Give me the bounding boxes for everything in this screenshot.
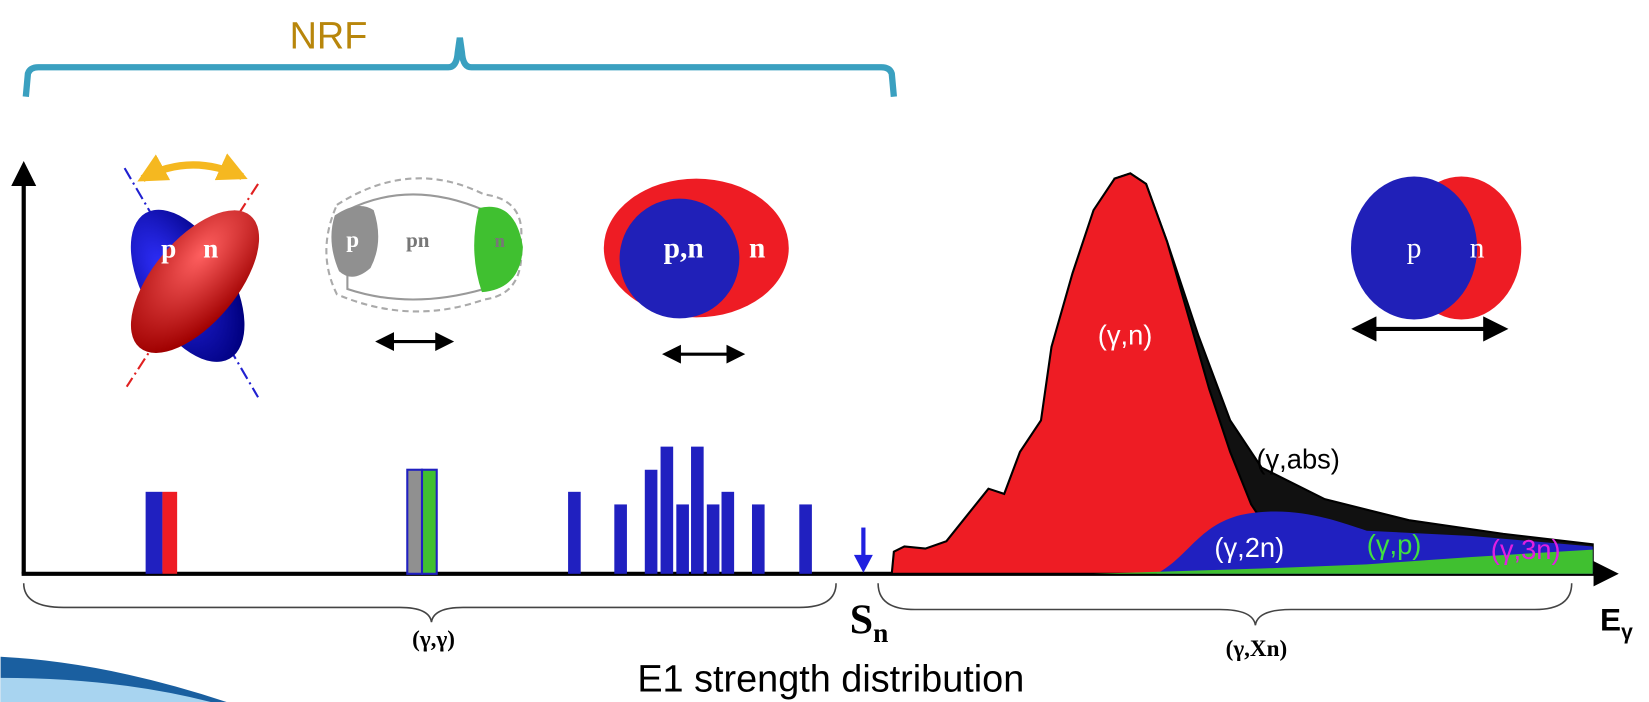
gn-area	[890, 172, 1326, 575]
region-label: (γ,γ)	[412, 625, 455, 651]
line-bar	[614, 504, 627, 574]
label: p	[161, 233, 176, 263]
label: p,n	[664, 232, 704, 264]
channel-label: (γ,abs)	[1256, 444, 1339, 475]
nrf-brace	[22, 37, 897, 97]
line-bar	[162, 491, 178, 574]
line-bar	[676, 504, 689, 574]
discrete-lines	[145, 446, 812, 575]
core-shape	[619, 198, 740, 319]
outline	[325, 177, 523, 313]
line-bar	[145, 491, 163, 574]
gp-area	[1093, 549, 1593, 574]
label: p	[1407, 232, 1422, 264]
neutron-skin	[474, 206, 523, 293]
decoration	[0, 677, 211, 702]
line-bar	[799, 504, 812, 574]
rotation-arrow	[137, 153, 248, 182]
channel-label: (γ,3n)	[1491, 534, 1561, 565]
label: p	[346, 226, 359, 252]
threshold-label: Sn	[850, 598, 889, 648]
caption: E1 strength distribution	[637, 658, 1024, 700]
line-bar	[691, 446, 704, 574]
axis-label: Eγ	[1600, 602, 1633, 644]
line-bar	[406, 468, 424, 575]
label: n	[203, 233, 218, 263]
threshold-arrowhead	[853, 554, 873, 573]
nucleus-pygmy: p pn n	[325, 177, 523, 351]
region-brace	[22, 583, 837, 623]
line-bar	[660, 446, 674, 574]
label: pn	[406, 228, 430, 252]
nucleus-skin: p,n n	[603, 178, 789, 364]
label: n	[495, 231, 506, 252]
title: NRF	[290, 15, 368, 57]
channel-label: (γ,n)	[1098, 320, 1153, 351]
channel-label: (γ,p)	[1367, 529, 1422, 560]
region-label: (γ,Xn)	[1226, 635, 1288, 661]
label: n	[1470, 232, 1485, 264]
subscript: n	[873, 618, 888, 648]
symbol: E	[1600, 602, 1621, 638]
nucleus-scissors: p n	[123, 153, 260, 398]
channel-label: (γ,2n)	[1214, 532, 1284, 563]
proton-skin	[331, 205, 379, 277]
line-bar	[644, 469, 658, 574]
line-bar	[721, 491, 735, 574]
label: n	[749, 232, 765, 264]
subscript: γ	[1621, 621, 1633, 644]
line-bar	[568, 491, 581, 574]
symbol: S	[850, 598, 873, 644]
proton-shape	[1351, 176, 1478, 320]
line-bar	[420, 468, 438, 575]
neutron-shape	[130, 210, 260, 353]
line-bar	[751, 504, 765, 574]
gdr: (γ,n) (γ,abs) (γ,2n) (γ,p) (γ,3n)	[890, 172, 1594, 575]
region-brace	[877, 583, 1573, 626]
line-bar	[706, 504, 720, 574]
nucleus-gdr: p n	[1351, 176, 1522, 342]
